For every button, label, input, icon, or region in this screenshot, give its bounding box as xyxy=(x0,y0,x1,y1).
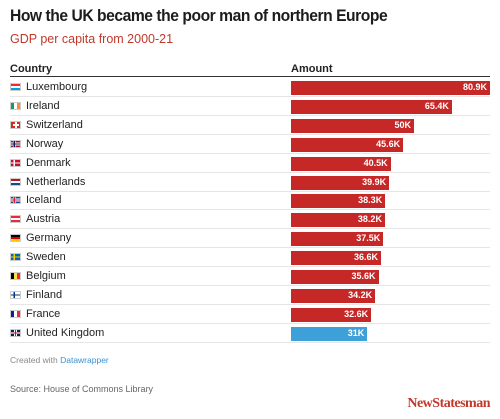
bar-row-sweden: Sweden 36.6K xyxy=(10,249,490,268)
bar-finland: 34.2K xyxy=(291,288,376,303)
credit-prefix: Created with xyxy=(10,355,58,365)
datawrapper-link[interactable]: Datawrapper xyxy=(60,355,109,365)
country-label: Austria xyxy=(26,213,61,226)
value-label: 65.4K xyxy=(424,100,449,111)
country-label: United Kingdom xyxy=(26,326,105,339)
row-divider xyxy=(10,322,490,324)
header-divider xyxy=(10,76,490,77)
row-divider xyxy=(10,171,490,173)
netherlands-flag-icon xyxy=(10,177,21,186)
value-label: 36.6K xyxy=(353,252,379,263)
row-divider xyxy=(10,247,490,249)
country-label: Ireland xyxy=(26,99,60,112)
row-divider xyxy=(10,133,490,135)
row-divider xyxy=(10,266,490,268)
bar-sweden: 36.6K xyxy=(291,251,382,266)
bar-ireland: 65.4K xyxy=(291,99,452,114)
france-flag-icon xyxy=(10,309,21,318)
brand-logo: NewStatesman xyxy=(407,396,490,411)
country-label: Belgium xyxy=(26,270,66,282)
bar-row-ireland: Ireland 65.4K xyxy=(10,98,490,116)
row-divider xyxy=(10,114,490,116)
country-label: Denmark xyxy=(26,156,71,169)
bar-row-finland: Finland 34.2K xyxy=(10,287,490,305)
sweden-flag-icon xyxy=(10,253,21,262)
country-label: Germany xyxy=(26,232,72,245)
value-label: 31K xyxy=(347,327,365,338)
row-divider xyxy=(10,209,490,211)
value-label: 34.2K xyxy=(348,289,373,300)
bar-netherlands: 39.9K xyxy=(291,175,390,190)
bar-austria: 38.2K xyxy=(291,213,385,228)
country-label: Iceland xyxy=(26,194,62,207)
row-divider xyxy=(10,152,490,154)
iceland-flag-icon xyxy=(10,196,21,205)
value-label: 40.5K xyxy=(363,157,388,168)
austria-flag-icon xyxy=(10,215,21,224)
value-label: 32.6K xyxy=(344,308,369,319)
amount-column-header: Amount xyxy=(291,63,333,75)
bar-germany: 37.5K xyxy=(291,232,384,247)
value-label: 37.5K xyxy=(356,233,381,244)
row-divider xyxy=(10,228,490,230)
bar-row-germany: Germany 37.5K xyxy=(10,230,490,249)
country-column-header: Country xyxy=(10,63,53,75)
bar-row-united-kingdom: United Kingdom 31K xyxy=(10,325,490,343)
bar-row-switzerland: Switzerland 50K xyxy=(10,117,490,135)
row-divider xyxy=(10,341,490,343)
row-divider xyxy=(10,285,490,286)
bar-row-luxembourg: Luxembourg 80.9K xyxy=(10,79,490,97)
bar-row-denmark: Denmark 40.5K xyxy=(10,155,490,173)
credit-line: Created with Datawrapper xyxy=(10,355,109,365)
row-divider xyxy=(10,96,490,97)
value-label: 45.6K xyxy=(376,138,401,149)
luxembourg-flag-icon xyxy=(10,83,21,91)
country-label: Sweden xyxy=(26,251,66,264)
bar-iceland: 38.3K xyxy=(291,194,386,209)
value-label: 50K xyxy=(394,119,411,130)
germany-flag-icon xyxy=(10,234,21,243)
ireland-flag-icon xyxy=(10,101,21,110)
chart-subtitle: GDP per capita from 2000-21 xyxy=(10,32,174,46)
bar-luxembourg: 80.9K xyxy=(291,81,490,95)
bar-row-norway: Norway 45.6K xyxy=(10,136,490,154)
united-kingdom-flag-icon xyxy=(10,328,21,337)
bar-row-iceland: Iceland 38.3K xyxy=(10,192,490,211)
country-label: Switzerland xyxy=(26,118,83,131)
bar-denmark: 40.5K xyxy=(291,156,391,171)
bar-united-kingdom: 31K xyxy=(291,326,368,341)
switzerland-flag-icon xyxy=(10,120,21,129)
bar-switzerland: 50K xyxy=(291,118,414,133)
belgium-flag-icon xyxy=(10,272,21,280)
value-label: 38.3K xyxy=(358,195,383,206)
finland-flag-icon xyxy=(10,290,21,299)
country-label: Finland xyxy=(26,288,63,301)
source-note: Source: House of Commons Library xyxy=(10,384,154,394)
country-label: France xyxy=(26,307,61,320)
chart-title: How the UK became the poor man of northe… xyxy=(10,6,388,25)
country-label: Norway xyxy=(26,137,64,150)
row-divider xyxy=(10,303,490,305)
value-label: 39.9K xyxy=(362,176,387,187)
value-label: 80.9K xyxy=(462,82,487,92)
bar-row-france: France 32.6K xyxy=(10,306,490,324)
bar-row-netherlands: Netherlands 39.9K xyxy=(10,174,490,192)
row-divider xyxy=(10,190,490,192)
norway-flag-icon xyxy=(10,139,21,148)
bar-row-austria: Austria 38.2K xyxy=(10,211,490,230)
country-label: Luxembourg xyxy=(26,81,88,93)
country-label: Netherlands xyxy=(26,175,86,188)
bar-row-belgium: Belgium 35.6K xyxy=(10,268,490,286)
bar-belgium: 35.6K xyxy=(291,270,379,284)
bar-norway: 45.6K xyxy=(291,137,404,152)
denmark-flag-icon xyxy=(10,158,21,167)
value-label: 38.2K xyxy=(357,214,382,225)
value-label: 35.6K xyxy=(351,271,376,281)
bar-france: 32.6K xyxy=(291,307,372,322)
